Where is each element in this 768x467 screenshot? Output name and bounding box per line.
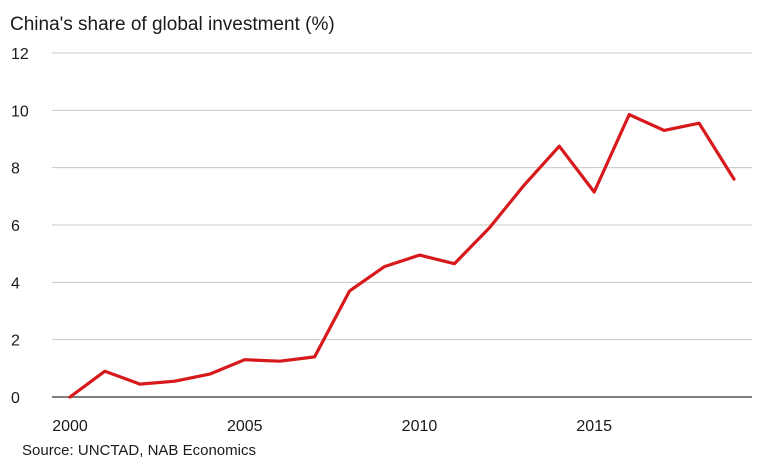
y-tick-label: 2 [11, 333, 20, 350]
x-tick-label: 2000 [52, 418, 88, 435]
source-note: Source: UNCTAD, NAB Economics [22, 442, 256, 459]
y-tick-label: 12 [11, 46, 29, 63]
x-tick-label: 2015 [576, 418, 612, 435]
y-tick-label: 8 [11, 161, 20, 178]
y-tick-label: 10 [11, 103, 29, 120]
series-line [68, 112, 736, 399]
y-tick-label: 0 [11, 390, 20, 407]
x-tick-label: 2005 [227, 418, 263, 435]
y-tick-label: 6 [11, 218, 20, 235]
x-tick-label: 2010 [402, 418, 438, 435]
y-tick-label: 4 [11, 275, 20, 292]
chart-title: China's share of global investment (%) [10, 14, 335, 35]
series-lines [68, 112, 736, 399]
y-axis-tick-labels: 0 2 4 6 8 10 12 [11, 46, 29, 407]
gridlines [52, 52, 752, 398]
x-axis-tick-labels: 2000 2005 2010 2015 [52, 418, 612, 435]
